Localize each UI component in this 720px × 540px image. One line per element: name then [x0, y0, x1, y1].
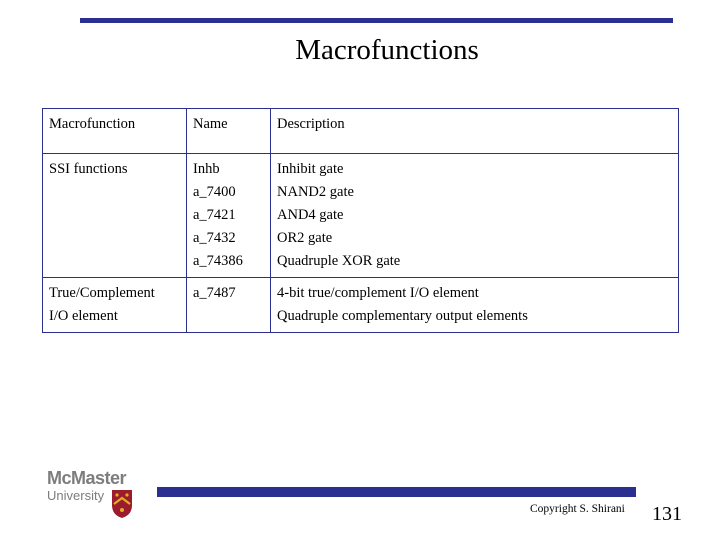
- cell-macrofunction: SSI functions: [42, 153, 187, 278]
- cell-line: Quadruple XOR gate: [277, 253, 401, 269]
- cell-macrofunction: True/Complement I/O element: [42, 277, 187, 333]
- cell-line: OR2 gate: [277, 230, 333, 246]
- logo-name-line1: McMaster: [47, 468, 127, 488]
- cell-line: a_7400: [193, 184, 236, 200]
- mcmaster-logo: McMaster University: [47, 468, 137, 526]
- cell-line: a_7432: [193, 230, 236, 246]
- logo-name-line2: University: [47, 488, 105, 503]
- cell-line: 4-bit true/complement I/O element: [277, 285, 479, 301]
- table-row: True/Complement I/O element a_7487 4-bit…: [42, 277, 679, 333]
- cell-line: Inhibit gate: [277, 161, 344, 177]
- macrofunctions-table: Macrofunction Name Description SSI funct…: [42, 108, 679, 333]
- top-rule: [80, 18, 673, 23]
- cell-descriptions: Inhibit gate NAND2 gate AND4 gate OR2 ga…: [270, 153, 679, 278]
- cell-names: Inhb a_7400 a_7421 a_7432 a_74386: [186, 153, 271, 278]
- cell-line: AND4 gate: [277, 207, 344, 223]
- header-name: Name: [186, 108, 271, 154]
- cell-line: I/O element: [49, 308, 118, 324]
- cell-line: Quadruple complementary output elements: [277, 308, 528, 324]
- page-number: 131: [652, 503, 682, 525]
- copyright-text: Copyright S. Shirani: [530, 503, 625, 515]
- cell-line: a_7487: [193, 285, 236, 301]
- table-row: SSI functions Inhb a_7400 a_7421 a_7432 …: [42, 153, 679, 278]
- slide-title: Macrofunctions: [295, 34, 479, 66]
- cell-line: a_74386: [193, 253, 243, 269]
- cell-line: SSI functions: [49, 161, 128, 177]
- header-macrofunction: Macrofunction: [42, 108, 187, 154]
- cell-line: Inhb: [193, 161, 220, 177]
- crest-icon: [112, 490, 132, 518]
- bottom-rule: [157, 487, 636, 497]
- cell-descriptions: 4-bit true/complement I/O element Quadru…: [270, 277, 679, 333]
- cell-line: a_7421: [193, 207, 236, 223]
- cell-line: True/Complement: [49, 285, 155, 301]
- cell-names: a_7487: [186, 277, 271, 333]
- header-description: Description: [270, 108, 679, 154]
- cell-line: NAND2 gate: [277, 184, 354, 200]
- table-header-row: Macrofunction Name Description: [42, 108, 679, 154]
